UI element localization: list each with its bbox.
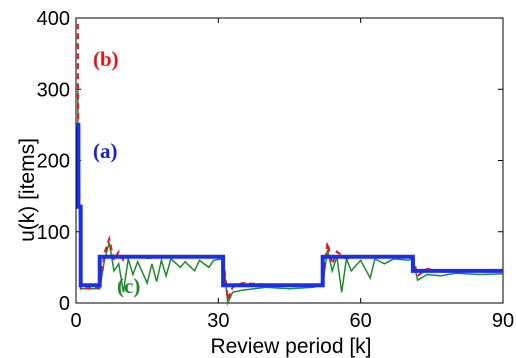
x-tick-label: 90 bbox=[492, 310, 514, 332]
axes: 0 30 60 90 0 100 200 300 400 bbox=[37, 8, 515, 332]
x-tick-label: 30 bbox=[207, 310, 229, 332]
y-axis-label: u(k) [items] bbox=[16, 138, 39, 242]
y-tick-label: 0 bbox=[59, 293, 70, 315]
series-group bbox=[76, 24, 504, 306]
y-tick-label: 100 bbox=[37, 222, 70, 244]
x-tick-label: 60 bbox=[350, 310, 372, 332]
x-axis-label: Review period [k] bbox=[210, 335, 371, 358]
x-tick-label: 0 bbox=[70, 310, 81, 332]
y-tick-label: 200 bbox=[37, 151, 70, 173]
y-tick-label: 300 bbox=[37, 79, 70, 101]
annotation-label: (a) bbox=[93, 139, 118, 163]
plot-frame bbox=[75, 17, 504, 304]
annotation-label: (c) bbox=[117, 274, 140, 298]
annotations: (b) (a) (c) bbox=[93, 47, 140, 298]
series-line-a bbox=[76, 122, 503, 288]
annotation-label: (b) bbox=[93, 47, 119, 71]
y-tick-label: 400 bbox=[37, 8, 70, 30]
